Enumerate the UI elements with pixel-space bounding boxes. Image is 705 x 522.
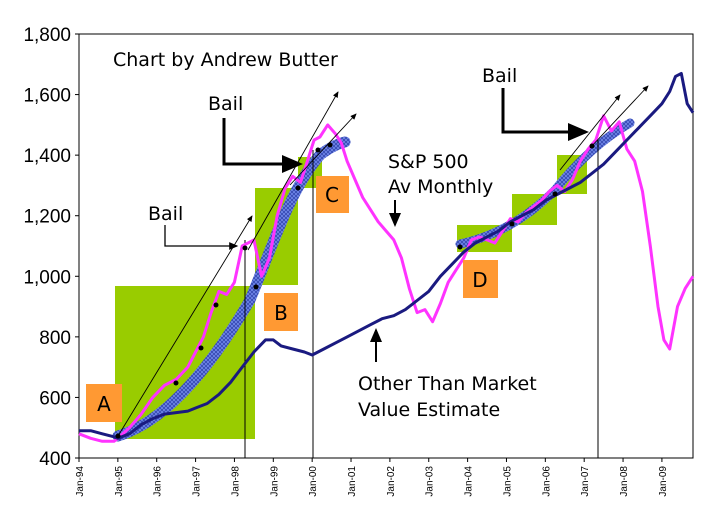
y-tick-label: 1,000 [23, 267, 71, 288]
bail-label-2: Bail [208, 93, 243, 115]
tangent-5 [589, 85, 649, 149]
tangent-point [173, 380, 179, 386]
y-tick-label: 1,400 [23, 146, 71, 167]
otmv-label-line1: Other Than Market [358, 373, 537, 395]
x-tick-label: Jan-01 [347, 466, 358, 497]
bail-arrow-2 [222, 118, 303, 173]
otmv-label-line2: Value Estimate [358, 399, 500, 421]
x-tick-label: Jan-97 [192, 466, 203, 497]
x-tick-label: Jan-08 [619, 466, 630, 497]
bail-arrows [164, 88, 589, 362]
x-tick-label: Jan-94 [75, 466, 86, 497]
tangent-point [242, 245, 248, 251]
x-tick-label: Jan-06 [541, 466, 552, 497]
x-tick-label: Jan-03 [425, 466, 436, 497]
tangent-3 [289, 113, 357, 186]
box-b-label: B [274, 301, 288, 325]
y-tick-label: 600 [39, 388, 71, 409]
chart-title: Chart by Andrew Butter [113, 49, 338, 71]
y-tick-label: 800 [39, 328, 71, 349]
x-tick-label: Jan-05 [502, 466, 513, 497]
x-tick-label: Jan-07 [580, 466, 591, 497]
bail-arrow-3 [501, 88, 589, 141]
tangent-point [295, 185, 301, 191]
tangent-points [115, 142, 595, 439]
y-axis: 400 600 800 1,000 1,200 1,400 1,600 1,800 [23, 25, 79, 470]
tangent-point [509, 221, 515, 227]
box-labels: A B C D [86, 176, 498, 422]
box-d-label: D [472, 268, 487, 292]
x-tick-label: Jan-09 [658, 466, 669, 497]
tangent-lines [117, 85, 649, 437]
tangent-point [589, 143, 595, 149]
bail-lines [244, 140, 599, 458]
box-b-tag [264, 293, 298, 331]
sp500-label-line1: S&P 500 [388, 151, 469, 173]
bail-arrow-1 [164, 225, 239, 250]
x-tick-label: Jan-98 [230, 466, 241, 497]
bail-label-3: Bail [482, 65, 517, 87]
tangent-point [115, 433, 121, 439]
plot-area [78, 33, 694, 459]
x-tick-label: Jan-04 [464, 466, 475, 497]
box-a-label: A [97, 392, 111, 416]
tangent-point [198, 345, 204, 351]
box-c-label: C [325, 183, 339, 207]
box-a-region [115, 286, 255, 439]
box-d-tag [463, 260, 498, 298]
bail-label-1: Bail [148, 203, 183, 225]
x-tick-label: Jan-99 [269, 466, 280, 497]
box-c-tag [316, 176, 349, 213]
x-tick-label: Jan-95 [114, 466, 125, 497]
y-tick-label: 400 [39, 449, 71, 470]
tangent-point [213, 302, 219, 308]
y-tick-label: 1,600 [23, 86, 71, 107]
tangent-point [315, 147, 321, 153]
x-tick-label: Jan-02 [386, 466, 397, 497]
y-tick-label: 1,200 [23, 207, 71, 228]
x-axis: Jan-94 Jan-95 Jan-96 Jan-97 Jan-98 Jan-99 Jan-… [75, 458, 669, 497]
y-tick-label: 1,800 [23, 25, 71, 46]
tangent-1 [117, 215, 253, 437]
x-tick-label: Jan-96 [153, 466, 164, 497]
sp500-line [78, 114, 695, 443]
tangent-point [457, 244, 463, 250]
tangent-point [253, 284, 259, 290]
x-tick-label: Jan-00 [308, 466, 319, 497]
box-a-tag [86, 384, 122, 422]
tangent-point [327, 142, 333, 148]
sp500-label-line2: Av Monthly [388, 176, 493, 198]
trend-band-1 [112, 136, 351, 442]
tangent-4 [559, 94, 621, 171]
tangent-point [552, 191, 558, 197]
otmv-line [79, 71, 695, 440]
